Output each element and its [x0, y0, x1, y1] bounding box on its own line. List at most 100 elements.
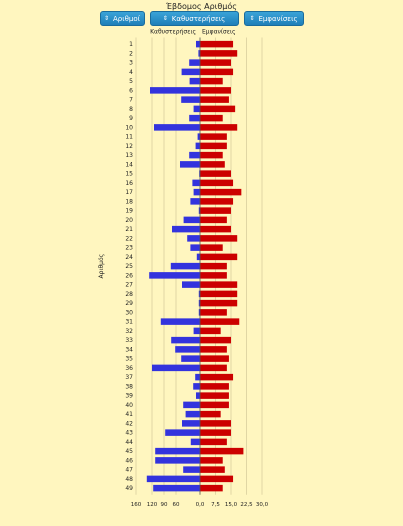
category-label: 15 — [125, 171, 133, 178]
category-label: 6 — [129, 87, 133, 94]
delay-bar — [190, 438, 200, 446]
category-label: 10 — [125, 124, 133, 131]
delay-bar — [154, 124, 200, 131]
category-label: 7 — [129, 97, 133, 104]
sort-numbers-button[interactable]: ⇕ Αριθμοί — [99, 11, 145, 26]
category-label: 12 — [125, 143, 133, 150]
appearance-bar — [200, 225, 231, 233]
delay-bar — [165, 429, 200, 436]
delay-bar — [172, 225, 200, 233]
appearance-bar — [200, 124, 238, 131]
appearance-bar — [200, 114, 223, 122]
series-label-appearances: Εμφανίσεις — [202, 29, 236, 36]
appearance-bar — [200, 383, 229, 390]
appearance-bar — [200, 438, 227, 446]
appearance-bar — [200, 188, 242, 196]
appearance-bar — [200, 290, 238, 298]
delay-bar — [153, 484, 200, 492]
delay-bar — [189, 59, 200, 66]
appearance-bar — [200, 336, 231, 344]
appearance-bar — [200, 179, 234, 187]
delay-bar — [190, 198, 200, 205]
category-label: 17 — [125, 189, 133, 196]
category-label: 45 — [125, 448, 133, 455]
category-label: 41 — [125, 411, 133, 418]
category-label: 4 — [129, 69, 133, 76]
delay-bar — [181, 96, 200, 103]
appearance-bar — [200, 151, 223, 159]
delay-bar — [155, 447, 200, 455]
delay-bar — [196, 253, 200, 261]
category-label: 26 — [125, 272, 133, 279]
x-tick-label-appearances: 30,0 — [256, 502, 269, 508]
sort-numbers-label: Αριθμοί — [113, 14, 141, 23]
sort-icon: ⇕ — [249, 15, 255, 22]
delay-bar — [193, 105, 200, 113]
delay-bar — [195, 142, 200, 150]
delay-bar — [170, 262, 200, 270]
category-label: 39 — [125, 393, 133, 400]
delay-bar — [193, 383, 200, 390]
appearance-bar — [200, 142, 227, 150]
category-label: 23 — [125, 245, 133, 252]
appearance-bar — [200, 68, 234, 76]
category-label: 27 — [125, 282, 133, 289]
appearance-bar — [200, 77, 223, 85]
sort-appearances-button[interactable]: ⇕ Εμφανίσεις — [243, 11, 304, 26]
appearance-bar — [200, 447, 244, 455]
category-label: 1 — [129, 41, 133, 48]
x-tick-label-delays: 160 — [131, 502, 142, 508]
appearance-bar — [200, 262, 227, 270]
appearance-bar — [200, 198, 234, 205]
category-label: 30 — [125, 309, 133, 316]
appearance-bar — [200, 105, 236, 113]
category-label: 22 — [125, 235, 133, 242]
appearance-bar — [200, 466, 225, 473]
sort-icon: ⇕ — [162, 15, 168, 22]
x-tick-label-appearances: 0,0 — [196, 502, 205, 508]
category-label: 29 — [125, 300, 133, 307]
delay-bar — [198, 290, 200, 298]
category-label: 37 — [125, 374, 133, 381]
appearance-bar — [200, 244, 223, 251]
category-label: 35 — [125, 356, 133, 363]
delay-bar — [195, 373, 200, 381]
delay-bar — [150, 87, 200, 94]
appearance-bar — [200, 309, 227, 316]
delay-bar — [193, 327, 200, 335]
delay-bar — [155, 457, 200, 464]
appearance-bar — [200, 401, 229, 409]
delay-bar — [198, 299, 200, 307]
category-label: 36 — [125, 365, 133, 372]
category-label: 46 — [125, 457, 133, 464]
delay-bar — [146, 475, 200, 483]
sort-delays-label: Καθυστερήσεις — [171, 14, 226, 23]
delay-bar — [183, 466, 200, 473]
category-label: 19 — [125, 208, 133, 215]
category-label: 33 — [125, 337, 133, 344]
sort-delays-button[interactable]: ⇕ Καθυστερήσεις — [149, 11, 239, 26]
appearance-bar — [200, 346, 227, 353]
x-tick-label-appearances: 22,5 — [240, 502, 253, 508]
delay-bar — [189, 151, 200, 159]
x-tick-label-delays: 60 — [173, 502, 180, 508]
category-label: 21 — [125, 226, 133, 233]
appearance-bar — [200, 392, 229, 399]
appearance-bar — [200, 355, 229, 362]
appearance-bar — [200, 373, 234, 381]
category-label: 18 — [125, 198, 133, 205]
x-tick-label-appearances: 15,0 — [225, 502, 238, 508]
appearance-bar — [200, 327, 221, 335]
category-label: 28 — [125, 291, 133, 298]
appearance-bar — [200, 161, 225, 168]
appearance-bar — [200, 170, 231, 177]
appearance-bar — [200, 299, 238, 307]
category-label: 13 — [125, 152, 133, 159]
category-label: 9 — [129, 115, 133, 122]
chart-title: Έβδομος Αριθμός — [166, 2, 237, 11]
delay-bar — [171, 336, 200, 344]
x-tick-label-appearances: 7,5 — [211, 502, 220, 508]
appearance-bar — [200, 87, 231, 94]
delay-bar — [196, 40, 200, 48]
